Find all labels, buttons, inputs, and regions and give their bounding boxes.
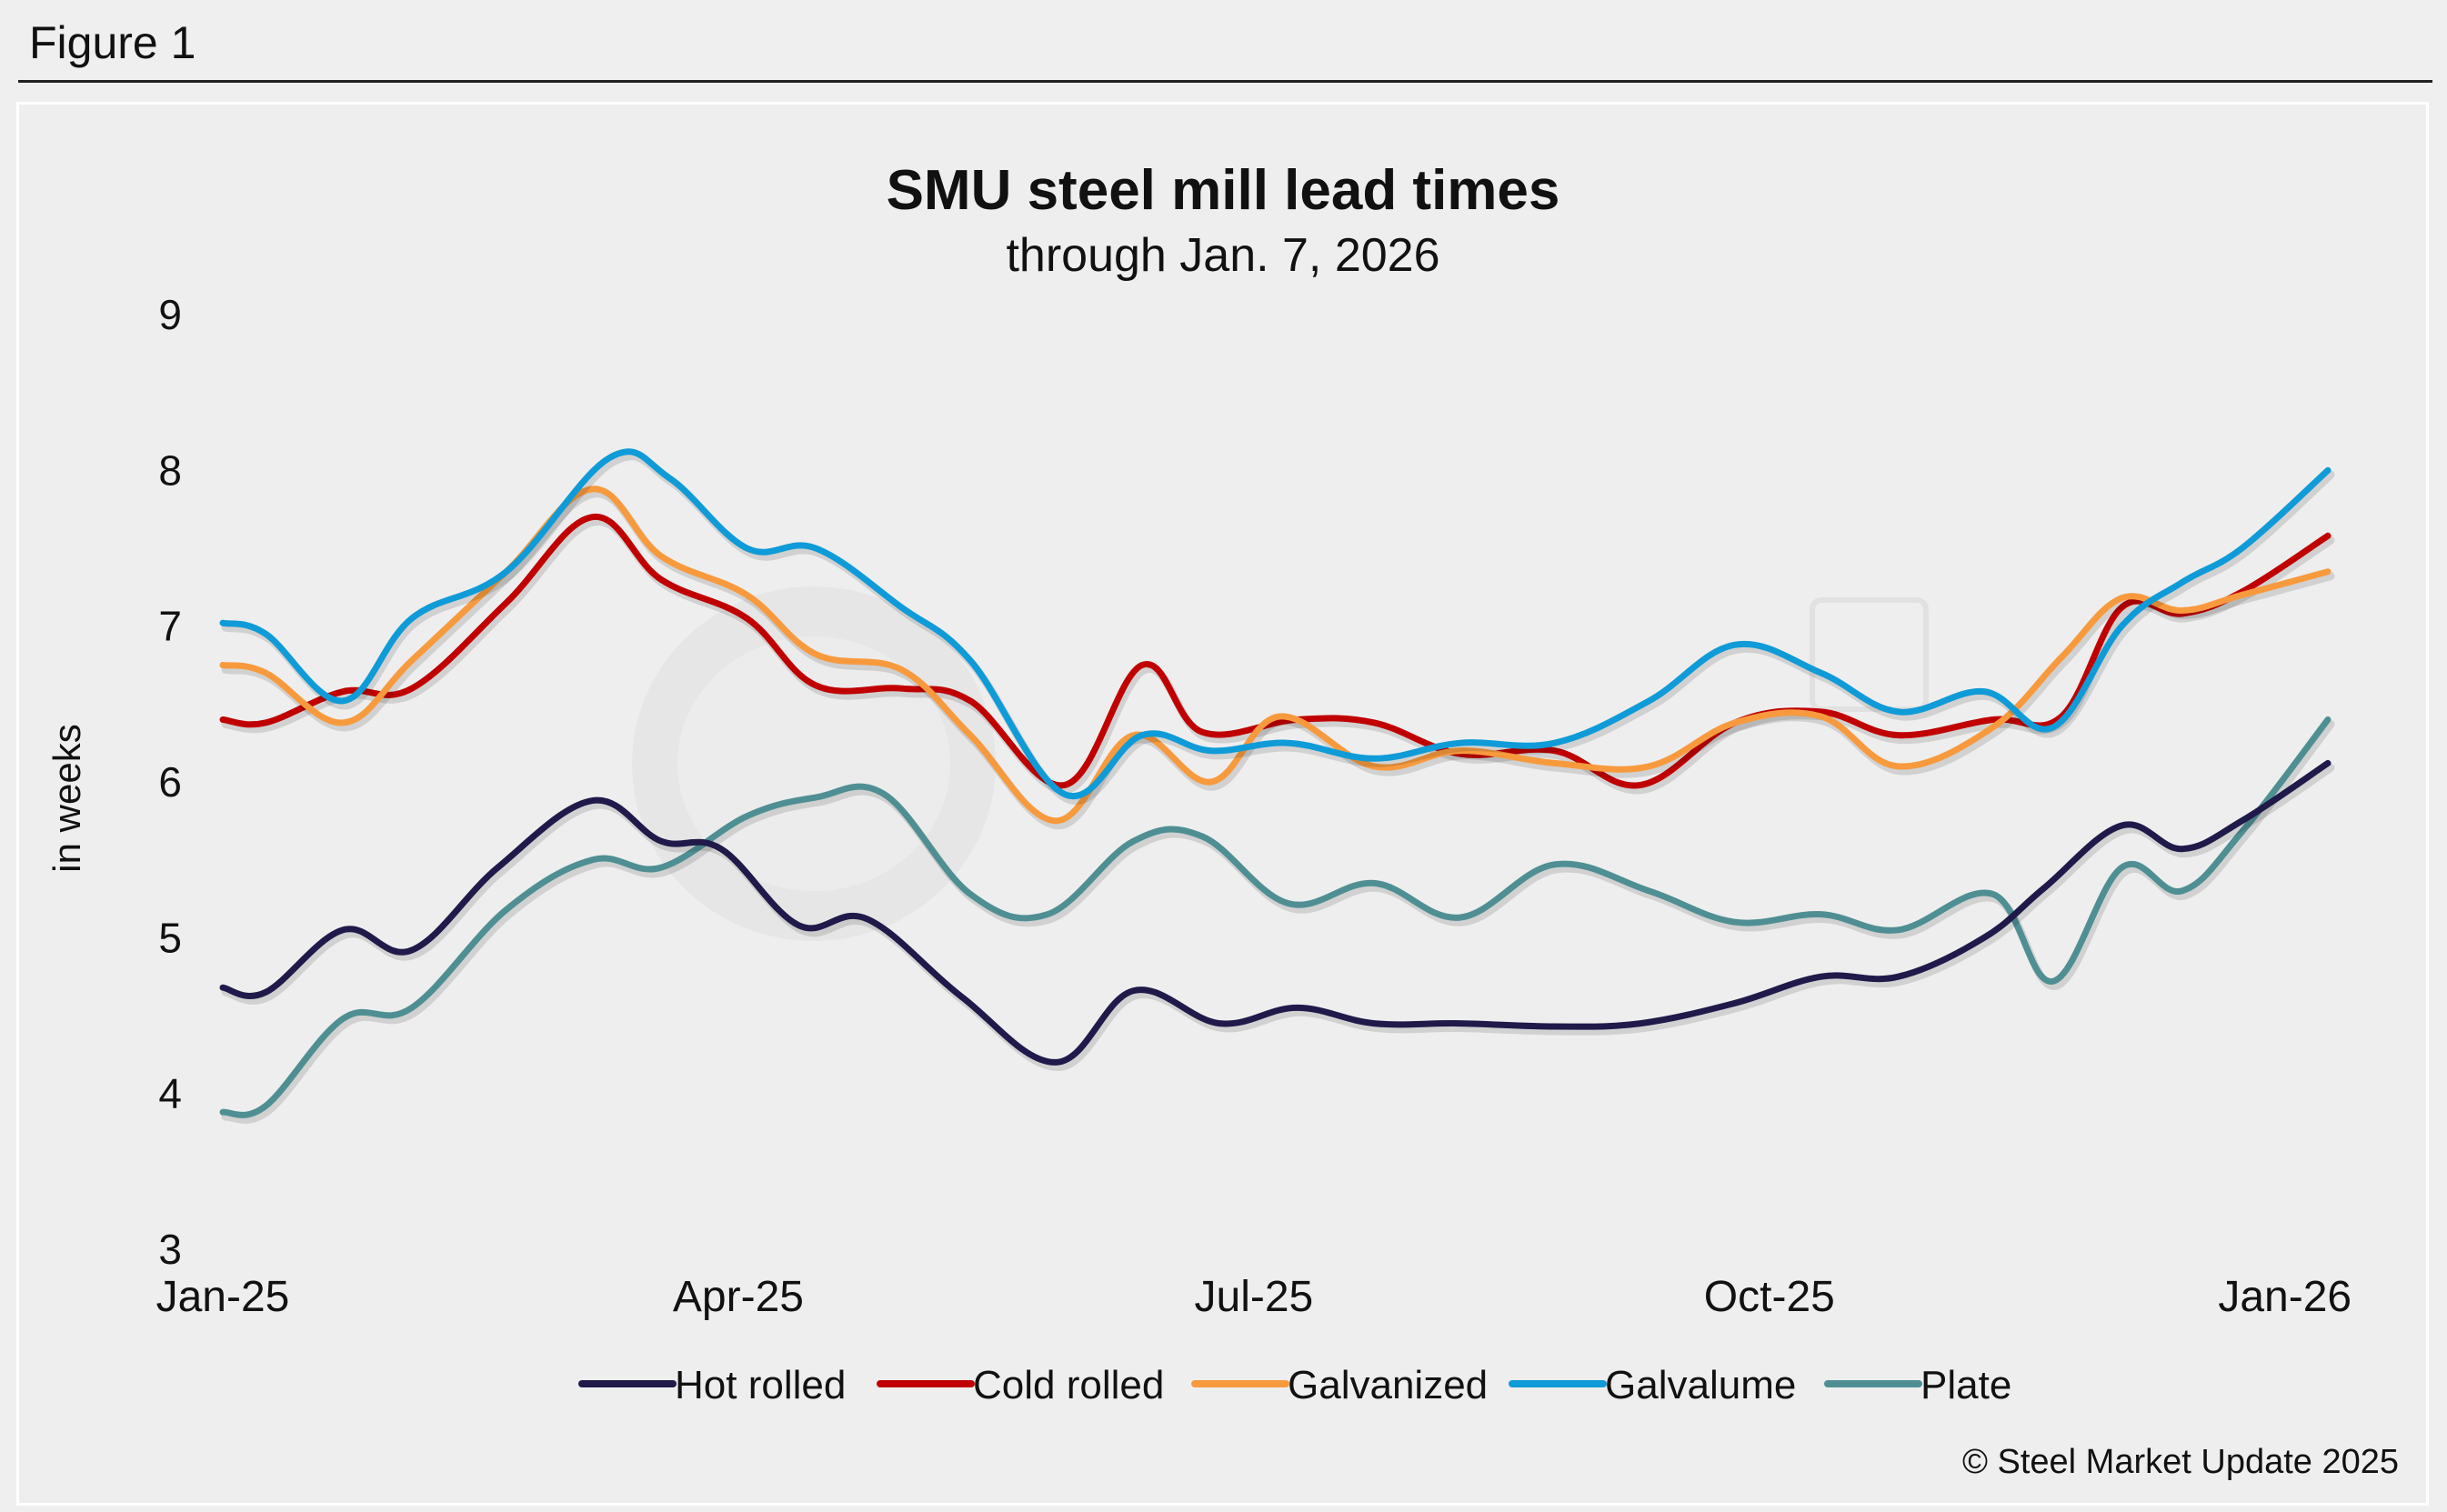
x-tick-label: Jul-25: [1195, 1273, 1314, 1321]
x-axis-ticks: Jan-25 Apr-25 Jul-25 Oct-25 Jan-26: [156, 1273, 2352, 1321]
series-line-hot-rolled: [219, 759, 2332, 1066]
chart-panel: [16, 102, 2429, 1506]
series-shadow-galvanized: [221, 489, 2335, 830]
series-lines: [219, 448, 2335, 1124]
y-tick-label: 3: [158, 1226, 182, 1273]
y-tick-label: 6: [158, 758, 182, 806]
x-tick-label: Jan-26: [2218, 1273, 2352, 1321]
series-shadow-galvalume: [221, 452, 2335, 806]
x-tick-label: Jan-25: [156, 1273, 290, 1321]
legend-label-galvanized: Galvanized: [1288, 1363, 1488, 1407]
series-shadow-hot-rolled: [221, 763, 2335, 1071]
legend-label-plate: Plate: [1920, 1363, 2011, 1407]
y-tick-label: 5: [158, 914, 182, 961]
series-line-galvalume: [219, 448, 2332, 800]
y-axis-ticks: 3 4 5 6 7 8 9: [158, 291, 182, 1273]
copyright-text: © Steel Market Update 2025: [1962, 1443, 2399, 1481]
series-line-plate: [219, 716, 2332, 1118]
y-tick-label: 9: [158, 291, 182, 338]
y-tick-label: 4: [158, 1070, 182, 1117]
legend-label-hot-rolled: Hot rolled: [675, 1363, 846, 1407]
y-tick-label: 8: [158, 446, 182, 494]
x-tick-label: Apr-25: [673, 1273, 804, 1321]
chart-subtitle: through Jan. 7, 2026: [1006, 229, 1439, 282]
watermark: [632, 586, 1929, 941]
legend-label-galvalume: Galvalume: [1605, 1363, 1796, 1407]
chart-title: SMU steel mill lead times: [887, 159, 1560, 222]
y-axis-label: in weeks: [45, 724, 88, 872]
y-tick-label: 7: [158, 603, 182, 650]
x-tick-label: Oct-25: [1704, 1273, 1835, 1321]
figure-header: Figure 1: [0, 0, 2447, 84]
series-line-cold-rolled: [219, 514, 2332, 789]
legend: Hot rolled Cold rolled Galvanized Galvalume…: [578, 1363, 2011, 1407]
figure-label: Figure 1: [29, 17, 196, 68]
series-shadow-cold-rolled: [221, 517, 2335, 795]
legend-label-cold-rolled: Cold rolled: [973, 1363, 1164, 1407]
figure-header-rule: [18, 80, 2432, 83]
